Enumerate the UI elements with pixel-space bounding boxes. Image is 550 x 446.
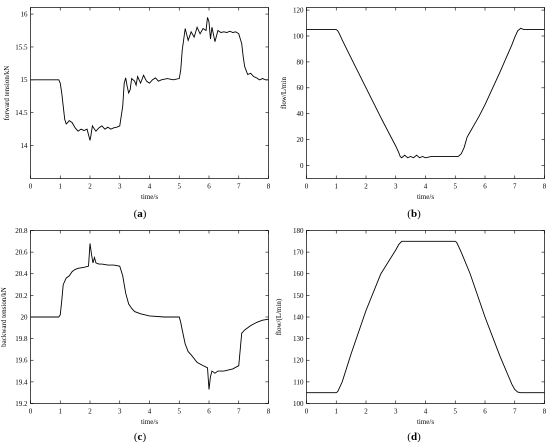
x-axis-title-b: time/s [417,193,434,201]
y-tick-label-d: 140 [293,313,304,321]
y-tick-label-a: 16 [21,10,29,18]
x-tick-label-c: 6 [207,408,211,416]
x-tick-label-a: 5 [178,183,182,191]
x-tick-label-a: 8 [267,183,271,191]
y-tick-label-d: 120 [293,357,304,365]
x-tick-label-c: 0 [29,408,33,416]
x-tick-label-c: 8 [267,408,271,416]
y-tick-label-a: 15.5 [15,43,28,51]
data-line-b [306,27,545,159]
x-tick-label-c: 1 [59,408,63,416]
y-tick-label-b: 120 [293,6,304,14]
x-tick-label-b: 1 [335,183,339,191]
x-tick-label-a: 0 [29,183,33,191]
panel-a: 14 14.5 15 15.5 16 0 1 2 3 4 5 6 7 8 time/s forward … [3,7,271,220]
x-axis-title-c: time/s [141,418,158,426]
y-axis-title-b: flow/L/min [280,77,288,109]
y-tick-label-c: 19.4 [15,378,28,386]
x-axis-title-d: time/s [417,418,434,426]
x-tick-label-b: 0 [305,183,309,191]
y-tick-label-c: 20.6 [15,249,28,257]
panel-c: 19.2 19.4 19.6 19.8 20 20.2 20.4 20.6 20.8 0 1 2 3 4… [0,227,271,443]
x-tick-label-a: 3 [118,183,122,191]
y-tick-label-a: 14.5 [15,109,28,117]
x-tick-label-c: 5 [178,408,182,416]
y-tick-label-d: 110 [293,378,304,386]
x-tick-label-b: 6 [483,183,487,191]
x-tick-label-c: 4 [148,408,152,416]
y-axis-title-c: backward tension/kN [0,287,8,347]
y-tick-label-b: 0 [300,162,304,170]
x-tick-label-d: 8 [543,408,547,416]
x-tick-label-a: 7 [237,183,241,191]
y-axis-title-d: flow/(L/min) [275,298,283,335]
caption-b: (b) [407,208,421,220]
x-tick-label-d: 0 [305,408,309,416]
x-tick-label-b: 3 [394,183,398,191]
y-tick-label-c: 20 [21,313,29,321]
y-tick-label-d: 170 [293,249,304,257]
x-tick-label-b: 8 [543,183,547,191]
y-tick-label-b: 80 [297,58,305,66]
x-tick-label-c: 7 [237,408,241,416]
x-tick-label-a: 2 [88,183,92,191]
y-tick-label-b: 40 [297,110,305,118]
y-tick-label-c: 20.2 [15,292,28,300]
y-tick-label-d: 130 [293,335,304,343]
x-tick-label-d: 7 [513,408,517,416]
caption-a: (a) [134,208,147,220]
y-tick-label-d: 180 [293,227,304,235]
x-tick-label-b: 4 [424,183,428,191]
x-ticks-c: 0 1 2 3 4 5 6 7 8 [29,230,271,416]
x-tick-label-a: 1 [59,183,63,191]
x-ticks-a: 0 1 2 3 4 5 6 7 8 [29,7,271,191]
panel-b: 0 20 40 60 80 100 120 0 1 2 3 4 5 6 7 8 time/s flow/L/… [280,6,547,220]
x-tick-label-d: 5 [454,408,458,416]
y-tick-label-c: 19.2 [15,400,28,408]
y-tick-label-b: 20 [297,136,305,144]
y-tick-label-c: 20.4 [15,270,28,278]
x-tick-label-a: 6 [207,183,211,191]
x-ticks-b: 0 1 2 3 4 5 6 7 8 [305,7,547,191]
y-ticks-b: 0 20 40 60 80 100 120 [293,6,545,170]
data-line-c [30,243,269,390]
x-tick-label-b: 5 [454,183,458,191]
y-axis-title-a: forward tension/kN [3,66,11,121]
caption-d: (d) [407,431,421,443]
x-tick-label-c: 2 [88,408,92,416]
y-tick-label-a: 15 [21,76,29,84]
y-tick-label-d: 100 [293,400,304,408]
data-line-d [306,240,545,394]
x-tick-label-d: 2 [364,408,368,416]
plot-frame-a [30,7,269,179]
caption-c: (c) [134,431,147,443]
y-ticks-d: 100 110 120 130 140 150 160 170 180 [293,227,545,408]
y-tick-label-b: 60 [297,84,305,92]
y-tick-label-b: 100 [293,32,304,40]
x-tick-label-d: 3 [394,408,398,416]
x-tick-label-c: 3 [118,408,122,416]
panel-d: 100 110 120 130 140 150 160 170 180 0 1 2 3 4 5 6 7 8 ti… [275,227,547,443]
x-tick-label-d: 6 [483,408,487,416]
x-tick-label-a: 4 [148,183,152,191]
x-tick-label-d: 4 [424,408,428,416]
y-tick-label-c: 19.8 [15,335,28,343]
y-tick-label-a: 14 [21,142,29,150]
plot-frame-b [306,7,545,179]
y-tick-label-c: 20.8 [15,227,28,235]
x-ticks-d: 0 1 2 3 4 5 6 7 8 [305,230,547,416]
y-tick-label-d: 160 [293,270,304,278]
data-line-a [30,17,269,141]
plot-frame-c [30,230,269,404]
x-axis-title-a: time/s [141,193,158,201]
y-tick-label-d: 150 [293,292,304,300]
x-tick-label-b: 2 [364,183,368,191]
y-tick-label-c: 19.6 [15,357,28,365]
x-tick-label-b: 7 [513,183,517,191]
y-ticks-c: 19.2 19.4 19.6 19.8 20 20.2 20.4 20.6 20.8 [15,227,269,408]
x-tick-label-d: 1 [335,408,339,416]
